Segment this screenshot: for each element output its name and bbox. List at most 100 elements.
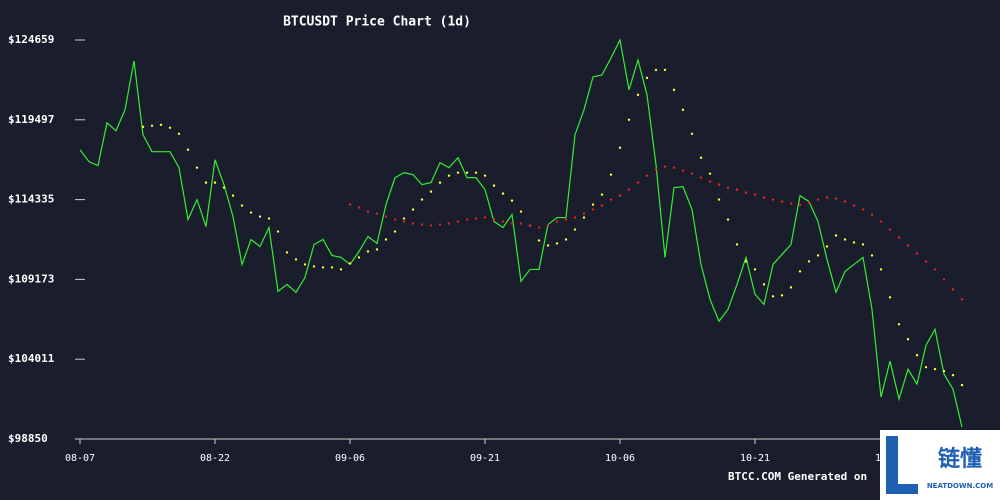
average-dot (663, 165, 667, 168)
average-dot (888, 296, 892, 299)
average-dot (483, 174, 487, 177)
average-dot (609, 198, 613, 201)
average-dot (465, 171, 469, 174)
average-dot (357, 206, 361, 209)
average-dot (636, 93, 640, 97)
average-dot (780, 294, 784, 297)
x-tick-label: 10-21 (740, 453, 770, 464)
average-dot (339, 268, 343, 271)
average-dot (699, 176, 703, 179)
average-dot (267, 217, 271, 220)
average-dot (447, 174, 451, 177)
average-dot (537, 226, 541, 229)
average-dot (681, 108, 685, 112)
average-dot (897, 323, 901, 326)
watermark-logo (886, 436, 918, 494)
average-dot (861, 243, 865, 246)
average-dot (708, 180, 712, 183)
average-dot (627, 188, 631, 191)
average-dot (951, 373, 955, 377)
average-dot (510, 199, 514, 202)
y-tick-label: $114335 (8, 193, 54, 206)
footer: BTCC.COM Generated on (728, 470, 867, 483)
average-dot (555, 220, 559, 223)
average-dot (447, 222, 451, 225)
average-dot (519, 222, 523, 225)
average-dot (672, 166, 676, 169)
average-dot (402, 220, 406, 223)
average-dot (636, 181, 640, 184)
average-dot (456, 220, 460, 223)
average-dot (546, 244, 550, 247)
average-dot (492, 218, 496, 221)
average-dot (816, 254, 820, 257)
average-dot (717, 198, 721, 201)
average-dot (591, 208, 595, 211)
average-dot (429, 224, 433, 227)
average-dot (690, 132, 694, 135)
average-dot (600, 193, 604, 196)
average-dot (708, 172, 712, 175)
average-dot (294, 258, 298, 261)
average-dot (177, 132, 181, 135)
average-dot (501, 192, 505, 195)
average-dot (168, 126, 172, 129)
average-dot (681, 169, 685, 172)
average-dot (942, 278, 946, 281)
average-dot (411, 222, 415, 225)
average-dot (618, 194, 622, 197)
average-dot (960, 298, 964, 301)
average-dot (375, 248, 379, 251)
y-tick-label: $119497 (8, 113, 54, 126)
average-dot (429, 190, 433, 193)
average-dot (321, 266, 325, 269)
average-dot (915, 252, 919, 255)
average-dot (744, 260, 748, 263)
average-dot (537, 239, 541, 242)
average-dot (276, 230, 280, 233)
average-dot (546, 224, 550, 227)
watermark-site: NEATDOWN.COM (927, 482, 993, 490)
average-dot (582, 216, 586, 219)
average-dot (780, 200, 784, 203)
average-dot (411, 208, 415, 211)
x-tick-label: 08-22 (200, 453, 230, 464)
average-dot (366, 250, 370, 253)
average-dot (258, 215, 262, 218)
watermark-name: 链懂 (938, 446, 982, 472)
average-dot (753, 193, 757, 196)
average-dot (798, 203, 802, 206)
y-tick-label: $124659 (8, 33, 54, 46)
average-dot (816, 198, 820, 201)
average-dot (393, 218, 397, 221)
average-dot (798, 270, 802, 273)
y-tick-label: $109173 (8, 272, 54, 285)
average-dot (456, 171, 460, 174)
average-dot (303, 263, 307, 266)
average-dot (789, 286, 793, 289)
average-dot (690, 172, 694, 175)
average-dot (375, 212, 379, 215)
average-dot (771, 198, 775, 201)
average-dot (870, 213, 874, 216)
average-dot (330, 266, 334, 269)
average-dot (213, 181, 217, 184)
average-dot (528, 224, 532, 227)
average-dot (789, 202, 793, 205)
average-dot (438, 223, 442, 226)
average-dot (222, 186, 226, 189)
x-tick-label: 10-06 (605, 453, 635, 464)
average-dot (726, 186, 730, 189)
average-dot (483, 216, 487, 219)
average-dot (627, 118, 631, 121)
average-dot (573, 228, 577, 231)
average-dot (663, 68, 667, 72)
average-dot (825, 196, 829, 199)
average-dot (519, 210, 523, 213)
average-dot (564, 238, 568, 241)
average-dot (735, 188, 739, 191)
average-dot (906, 338, 910, 341)
average-dot (834, 234, 838, 237)
average-dot (726, 218, 730, 221)
